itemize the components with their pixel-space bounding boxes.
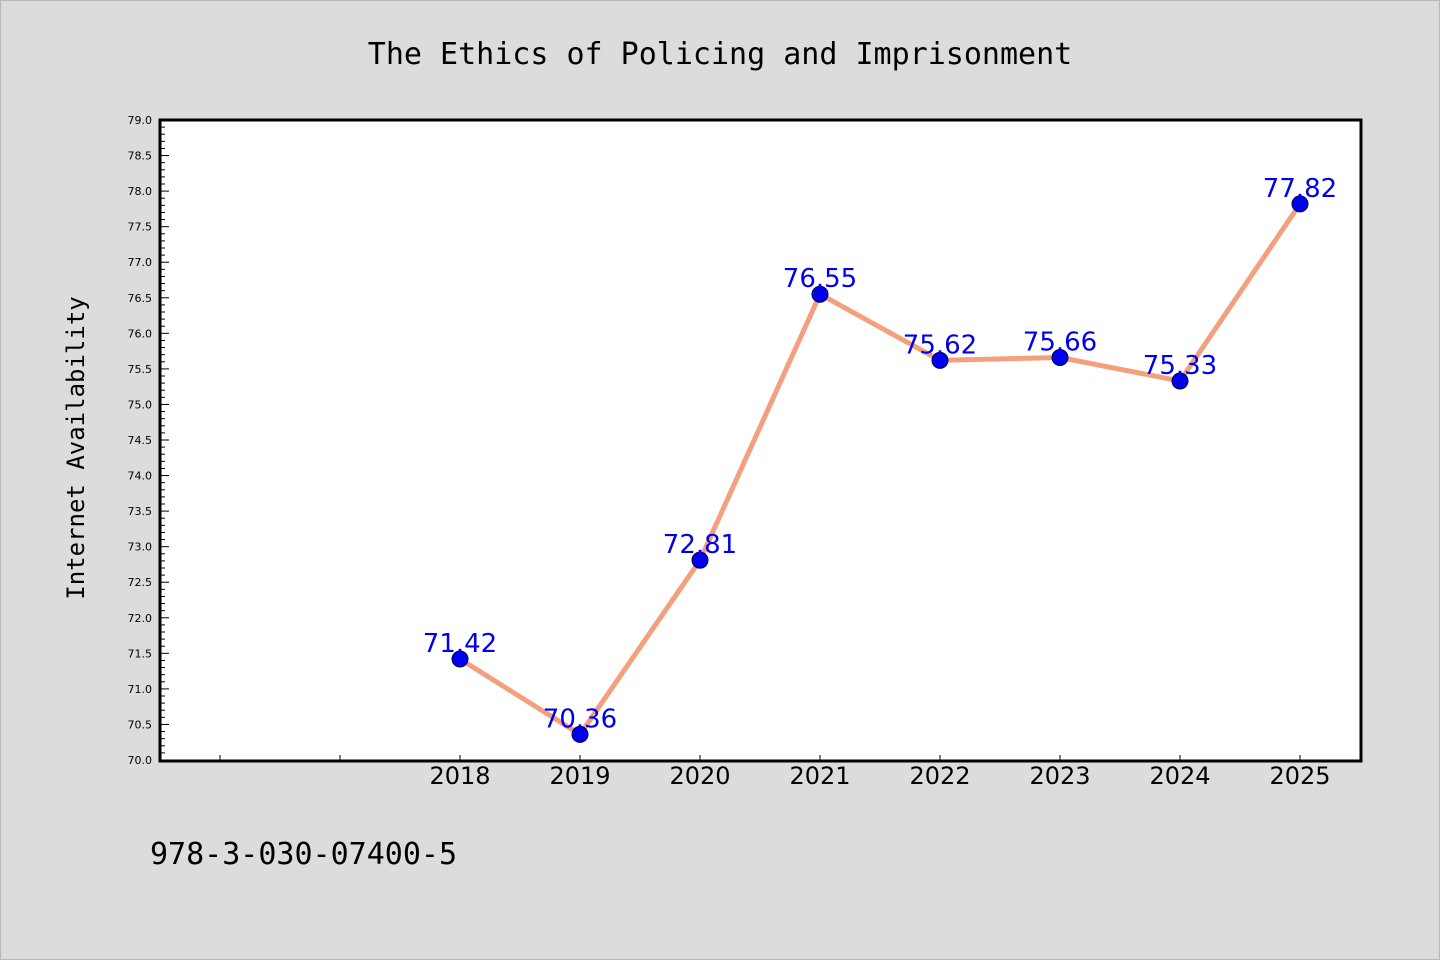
data-point xyxy=(1291,195,1309,213)
data-label: 75.66 xyxy=(1023,328,1097,358)
data-point xyxy=(451,650,469,668)
data-label: 71.42 xyxy=(423,629,497,659)
x-tick-label: 2025 xyxy=(1269,762,1330,790)
x-tick-label: 2018 xyxy=(429,762,490,790)
x-axis-ticks: 2018 2019 2020 2021 2022 2023 2024 2025 xyxy=(219,755,1331,790)
y-axis-ticks: 70.0 70.5 71.0 71.5 72.0 72.5 73.0 73.5 74.0 74.5… xyxy=(128,114,169,767)
y-tick-label: 73.0 xyxy=(128,541,153,554)
data-label: 72.81 xyxy=(663,530,737,560)
y-tick-label: 77.0 xyxy=(128,256,153,269)
data-point xyxy=(811,285,829,303)
y-tick-label: 73.5 xyxy=(128,505,153,518)
y-tick-label: 71.5 xyxy=(128,647,153,660)
data-label: 77.82 xyxy=(1263,174,1337,204)
y-tick-label: 70.0 xyxy=(128,754,153,767)
y-tick-label: 70.5 xyxy=(128,718,153,731)
y-tick-label: 78.5 xyxy=(128,150,153,163)
x-tick-label: 2023 xyxy=(1029,762,1090,790)
y-tick-label: 71.0 xyxy=(128,683,153,696)
x-tick-label: 2021 xyxy=(789,762,850,790)
y-tick-label: 77.5 xyxy=(128,221,153,234)
chart-title: The Ethics of Policing and Imprisonment xyxy=(368,37,1072,72)
y-axis-label: Internet Availability xyxy=(62,296,90,599)
data-labels-layer: 71.42 70.36 72.81 76.55 75.62 75.66 75.33 77.82 xyxy=(423,174,1337,734)
data-point xyxy=(1051,349,1069,367)
y-tick-label: 79.0 xyxy=(128,114,153,127)
data-label: 75.33 xyxy=(1143,351,1217,381)
y-tick-label: 74.5 xyxy=(128,434,153,447)
plot-area xyxy=(158,118,1363,763)
x-tick-label: 2022 xyxy=(909,762,970,790)
y-tick-label: 72.0 xyxy=(128,612,153,625)
data-label: 76.55 xyxy=(783,264,857,294)
data-label: 70.36 xyxy=(543,704,617,734)
data-point xyxy=(691,551,709,569)
y-tick-label: 76.0 xyxy=(128,327,153,340)
data-point xyxy=(931,351,949,369)
x-tick-label: 2019 xyxy=(549,762,610,790)
y-tick-label: 74.0 xyxy=(128,470,153,483)
series-layer xyxy=(451,195,1309,743)
isbn-footer: 978-3-030-07400-5 xyxy=(150,837,457,872)
y-tick-label: 78.0 xyxy=(128,185,153,198)
data-label: 75.62 xyxy=(903,330,977,360)
y-tick-label: 75.0 xyxy=(128,398,153,411)
y-tick-label: 76.5 xyxy=(128,292,153,305)
data-point xyxy=(1171,372,1189,390)
data-point xyxy=(571,725,589,743)
x-tick-label: 2020 xyxy=(669,762,730,790)
y-tick-label: 75.5 xyxy=(128,363,153,376)
y-tick-label: 72.5 xyxy=(128,576,153,589)
series-line xyxy=(457,201,1303,737)
x-tick-label: 2024 xyxy=(1149,762,1210,790)
